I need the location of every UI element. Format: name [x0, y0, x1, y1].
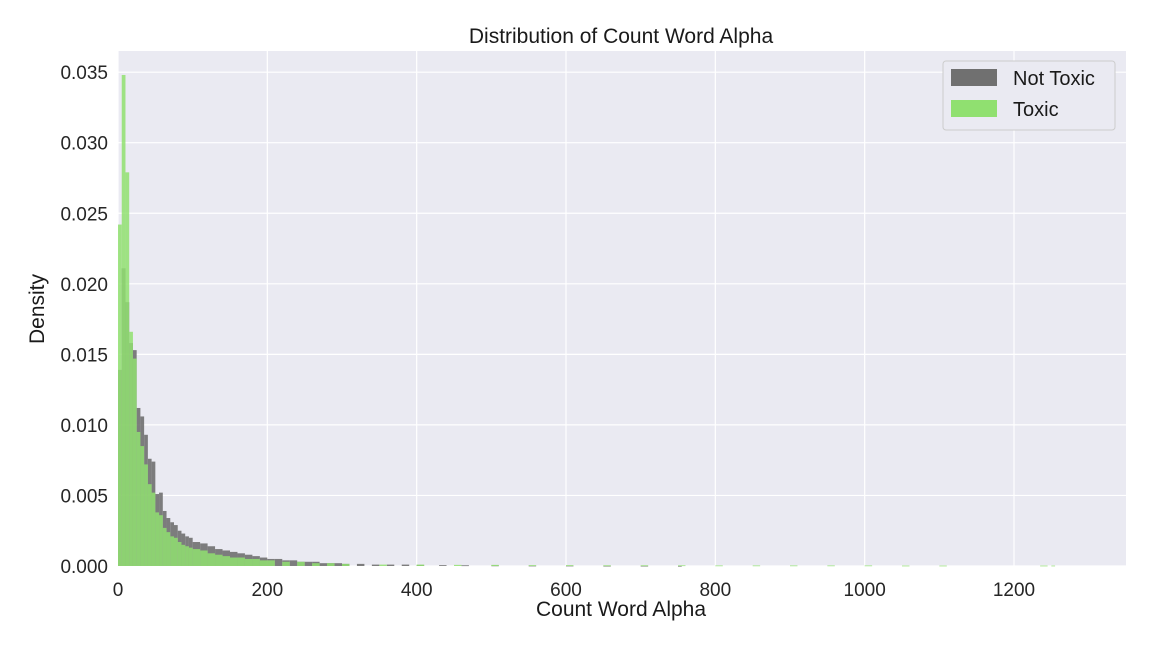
bar-toxic-55	[159, 515, 163, 566]
bar-toxic-140	[222, 556, 230, 566]
bar-toxic-5	[121, 74, 126, 566]
bar-not-toxic-210	[274, 558, 283, 566]
bar-toxic-0	[118, 224, 122, 566]
x-tick-label-600: 600	[550, 580, 582, 601]
y-tick-label-0.020: 0.020	[60, 275, 108, 296]
bar-toxic-65	[166, 532, 171, 566]
y-tick-label-0.000: 0.000	[60, 557, 108, 578]
bar-not-toxic-700	[640, 565, 649, 567]
x-tick-label-1000: 1000	[844, 580, 886, 601]
bar-not-toxic-430	[439, 565, 447, 566]
chart-title: Distribution of Count Word Alpha	[469, 25, 774, 48]
bar-not-toxic-750	[678, 565, 682, 567]
bar-toxic-200	[267, 560, 275, 566]
bar-toxic-150	[230, 557, 238, 566]
bar-toxic-30	[140, 446, 145, 566]
bar-toxic-1250	[1051, 565, 1056, 567]
legend: Not Toxic Toxic	[942, 60, 1116, 131]
legend-swatch-toxic	[951, 100, 997, 117]
bar-toxic-850	[752, 565, 761, 567]
bar-toxic-650	[603, 565, 611, 567]
y-tick-label-0.010: 0.010	[60, 416, 108, 437]
bar-toxic-90	[185, 546, 189, 566]
y-tick-label-0.005: 0.005	[60, 486, 108, 507]
bar-toxic-170	[244, 558, 253, 566]
y-tick-label-0.030: 0.030	[60, 134, 108, 155]
bar-toxic-100	[192, 549, 201, 566]
bar-not-toxic-270	[319, 563, 328, 566]
bar-toxic-400	[416, 564, 425, 566]
y-axis-ticks: 0.000 0.005 0.010 0.015 0.020 0.025 0.030 0.035	[60, 63, 108, 578]
y-tick-label-0.035: 0.035	[60, 63, 108, 84]
bar-toxic-120	[207, 553, 216, 566]
y-tick-label-0.025: 0.025	[60, 204, 108, 225]
x-tick-label-0: 0	[113, 580, 124, 601]
bar-toxic-750	[678, 565, 686, 567]
bar-toxic-70	[170, 536, 174, 566]
bar-toxic-50	[155, 512, 160, 566]
plot-area	[118, 51, 1126, 566]
bar-toxic-450	[454, 564, 462, 566]
bar-toxic-110	[200, 550, 208, 566]
bar-toxic-1000	[864, 565, 873, 567]
bar-toxic-10	[125, 172, 130, 566]
y-tick-label-0.015: 0.015	[60, 345, 108, 366]
bar-not-toxic-230	[289, 560, 298, 566]
x-tick-label-800: 800	[699, 580, 731, 601]
bar-toxic-550	[528, 565, 537, 566]
bar-toxic-950	[827, 565, 835, 567]
bar-toxic-95	[188, 547, 193, 566]
bar-toxic-25	[136, 431, 141, 566]
bar-toxic-500	[491, 564, 499, 566]
bar-not-toxic-650	[603, 565, 611, 567]
x-axis-ticks: 0 200 400 600 800 1000 1200	[113, 580, 1035, 601]
bar-toxic-60	[162, 527, 167, 566]
legend-label-toxic: Toxic	[1013, 99, 1059, 121]
bar-toxic-1050	[902, 565, 910, 567]
bar-not-toxic-320	[356, 563, 365, 566]
bar-not-toxic-460	[461, 565, 469, 567]
bar-toxic-280	[327, 563, 335, 566]
bar-toxic-300	[342, 563, 350, 566]
bar-toxic-80	[177, 542, 182, 566]
legend-swatch-not-toxic	[951, 69, 997, 86]
bar-toxic-260	[312, 563, 320, 566]
x-tick-label-200: 200	[251, 580, 283, 601]
bar-toxic-35	[144, 464, 148, 566]
bar-toxic-15	[129, 331, 133, 566]
bar-toxic-350	[379, 564, 387, 566]
bar-toxic-1235	[1040, 565, 1048, 567]
bar-toxic-20	[132, 358, 137, 566]
bar-toxic-1100	[939, 565, 947, 567]
bar-toxic-190	[259, 560, 268, 566]
bar-toxic-45	[151, 492, 156, 566]
legend-label-not-toxic: Not Toxic	[1013, 68, 1095, 90]
bar-toxic-75	[174, 537, 178, 566]
bar-toxic-800	[715, 565, 723, 567]
bar-not-toxic-380	[401, 564, 410, 566]
bar-toxic-900	[790, 565, 798, 567]
y-axis-title: Density	[26, 273, 49, 344]
bar-toxic-240	[297, 561, 305, 566]
bar-not-toxic-290	[334, 563, 342, 566]
bar-not-toxic-250	[304, 561, 313, 566]
bar-toxic-40	[147, 484, 152, 566]
x-tick-label-1200: 1200	[993, 580, 1035, 601]
bar-toxic-160	[237, 557, 245, 566]
bar-toxic-700	[640, 565, 649, 567]
x-tick-label-400: 400	[401, 580, 433, 601]
bar-toxic-180	[252, 558, 260, 566]
bar-toxic-600	[566, 565, 574, 566]
bar-toxic-130	[215, 554, 223, 566]
series-toxic	[118, 74, 1056, 567]
bar-toxic-220	[282, 561, 290, 566]
x-axis-title: Count Word Alpha	[536, 598, 706, 621]
bar-not-toxic-340	[371, 564, 380, 566]
bar-toxic-85	[181, 544, 186, 566]
bar-not-toxic-360	[386, 564, 395, 566]
